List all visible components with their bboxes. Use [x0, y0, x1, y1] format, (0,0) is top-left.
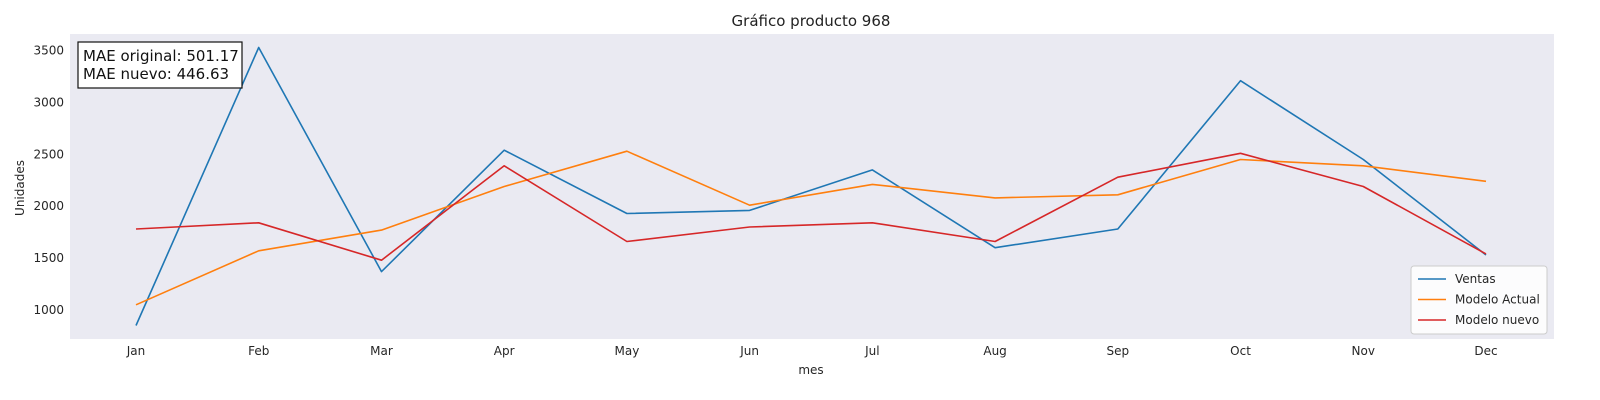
legend-label-modelo-actual: Modelo Actual — [1455, 293, 1540, 307]
y-tick-label: 1500 — [33, 251, 64, 265]
x-axis-label: mes — [798, 363, 823, 377]
x-tick-label: Sep — [1107, 344, 1130, 358]
y-tick-label: 3500 — [33, 44, 64, 58]
x-tick-label: Jun — [739, 344, 759, 358]
y-tick-label: 1000 — [33, 303, 64, 317]
y-tick-label: 3000 — [33, 95, 64, 109]
mae-annotation: MAE original: 501.17 MAE nuevo: 446.63 — [77, 41, 243, 89]
y-tick-label: 2500 — [33, 147, 64, 161]
x-tick-label: Mar — [370, 344, 393, 358]
mae-annotation-box — [77, 41, 243, 89]
legend-label-modelo-nuevo: Modelo nuevo — [1455, 313, 1539, 327]
mae-original-text: MAE original: 501.17 — [83, 47, 239, 65]
x-tick-label: Feb — [248, 344, 269, 358]
x-tick-label: Apr — [494, 344, 515, 358]
legend-box — [1410, 265, 1548, 335]
legend: Ventas Modelo Actual Modelo nuevo — [1410, 265, 1548, 335]
chart-title: Gráfico producto 968 — [732, 12, 891, 30]
mae-nuevo-text: MAE nuevo: 446.63 — [83, 65, 229, 83]
series-line-modelo-nuevo — [135, 152, 1487, 262]
x-tick-label: Aug — [983, 344, 1006, 358]
series-line-modelo-actual — [135, 150, 1487, 306]
y-axis-label: Unidades — [13, 160, 27, 216]
x-tick-label: Jan — [126, 344, 146, 358]
x-tick-label: Nov — [1352, 344, 1375, 358]
x-tick-label: Jul — [864, 344, 879, 358]
plot-area — [70, 34, 1554, 339]
x-tick-label: Oct — [1230, 344, 1251, 358]
legend-label-ventas: Ventas — [1455, 272, 1496, 286]
x-axis-ticks: Jan Feb Mar Apr May Jun Jul Aug Sep Oct Nov Dec — [126, 344, 1498, 358]
x-tick-label: May — [615, 344, 640, 358]
y-axis-ticks: 1000 1500 2000 2500 3000 3500 — [33, 44, 64, 317]
series-layer — [135, 46, 1487, 326]
y-tick-label: 2000 — [33, 199, 64, 213]
x-tick-label: Dec — [1474, 344, 1497, 358]
